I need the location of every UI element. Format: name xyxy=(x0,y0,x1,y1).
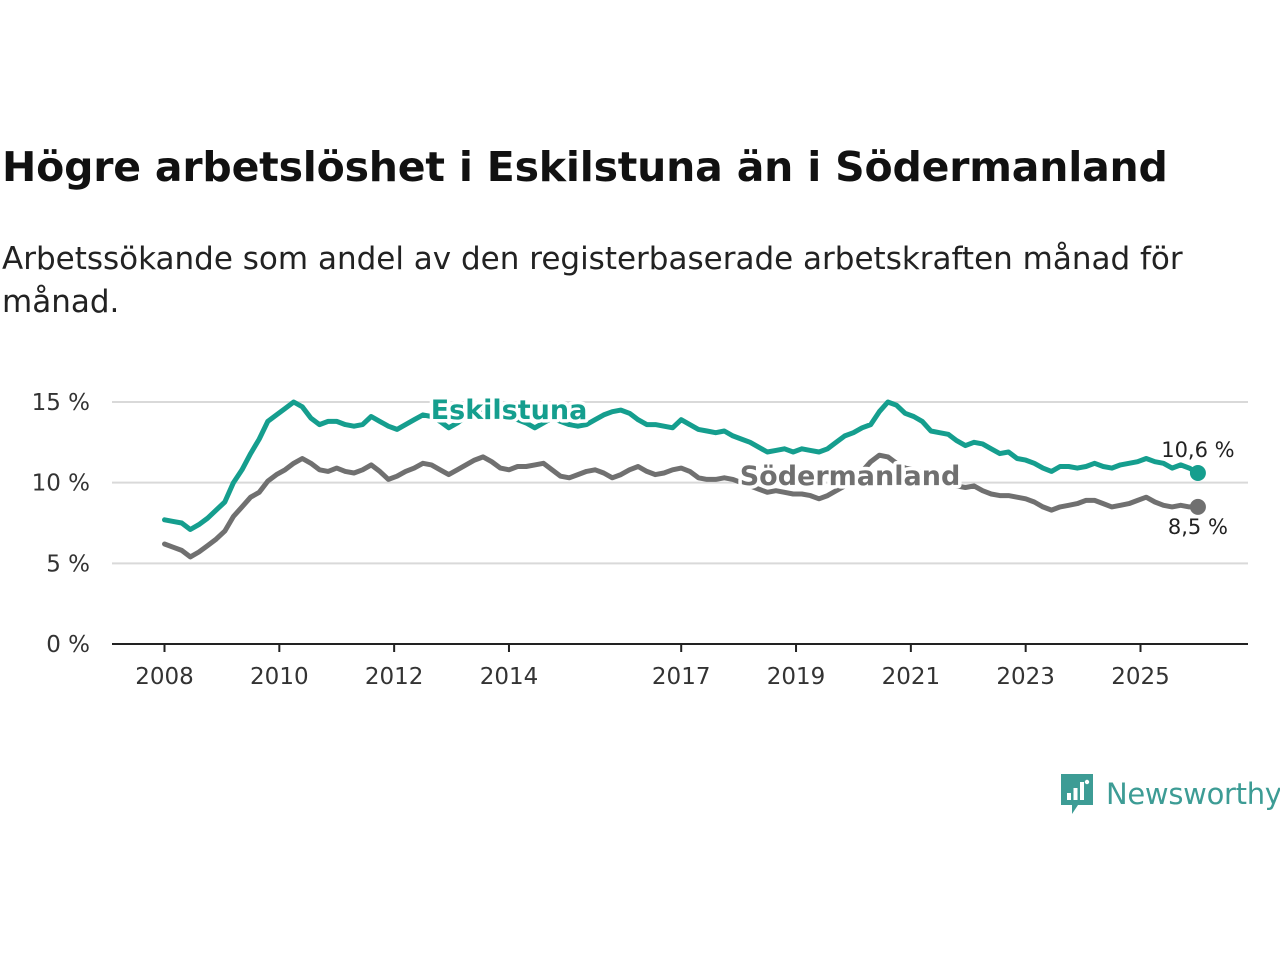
x-tick-label: 2023 xyxy=(996,664,1055,690)
end-point-eskilstuna xyxy=(1189,464,1206,481)
x-tick-label: 2010 xyxy=(250,664,309,690)
end-point-sodermanland xyxy=(1189,498,1206,515)
series-line-eskilstuna xyxy=(162,399,1201,532)
x-tick-label: 2017 xyxy=(652,664,711,690)
end-value-label-eskilstuna: 10,6 % xyxy=(1161,438,1234,462)
y-tick-label: 0 % xyxy=(46,632,90,658)
gridlines xyxy=(112,401,1248,565)
y-axis-ticks: 0 % 5 % 10 % 15 % xyxy=(32,390,90,658)
y-tick-label: 10 % xyxy=(32,471,90,497)
brand-name: Newsworthy xyxy=(1106,777,1280,811)
chart-subtitle: Arbetssökande som andel av den registerb… xyxy=(2,241,1183,320)
chart-title: Högre arbetslöshet i Eskilstuna än i Söd… xyxy=(2,143,1168,191)
series-labels: Eskilstuna Södermanland 10,6 % 8,5 % xyxy=(427,392,1234,539)
series-label-sodermanland: Södermanland xyxy=(740,461,961,492)
line-chart: 0 %5 %10 %15 % 2008 2010 2012 2014 2017 2019 2… xyxy=(32,390,1248,690)
brand-logo: Newsworthy xyxy=(1058,772,1280,816)
end-value-label-sodermanland: 8,5 % xyxy=(1168,515,1228,539)
x-tick-label: 2021 xyxy=(882,664,941,690)
series-label-eskilstuna: Eskilstuna xyxy=(431,395,588,426)
x-tick-label: 2019 xyxy=(767,664,826,690)
y-tick-label: 5 % xyxy=(46,551,90,577)
x-tick-label: 2008 xyxy=(135,664,194,690)
newsworthy-logo-icon xyxy=(1061,774,1093,814)
x-tick-label: 2012 xyxy=(365,664,424,690)
y-tick-label: 15 % xyxy=(32,390,90,416)
x-tick-label: 2014 xyxy=(480,664,539,690)
x-tick-label: 2025 xyxy=(1111,664,1170,690)
series-line-sodermanland xyxy=(162,452,1201,560)
x-axis: 2008 2010 2012 2014 2017 2019 2021 2023 2025 xyxy=(112,643,1248,690)
series-lines xyxy=(162,399,1206,560)
